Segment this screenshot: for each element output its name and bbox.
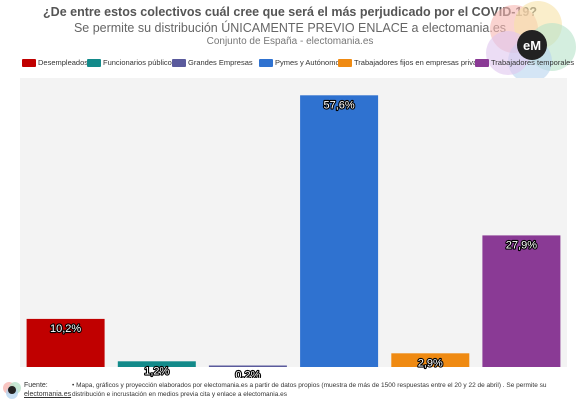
plot-area [20, 78, 567, 367]
data-label: 1,2% [144, 365, 169, 377]
chart-scope: Conjunto de España - electomania.es [206, 36, 374, 47]
legend-label: Pymes y Autónomos [275, 58, 344, 67]
data-label: 10,2% [50, 323, 81, 335]
data-label: 27,9% [506, 239, 537, 251]
source-label: Fuente: [24, 382, 48, 389]
legend-label: Funcionarios públicos [103, 58, 176, 67]
data-label: 57,6% [323, 99, 354, 111]
legend-label: Trabajadores fijos en empresas privadas [354, 58, 490, 67]
legend-swatch [87, 59, 101, 67]
legend-label: Trabajadores temporales [491, 58, 575, 67]
chart-subtitle: Se permite su distribución ÚNICAMENTE PR… [73, 21, 507, 35]
data-label: 0,2% [235, 370, 260, 379]
logo-text: eM [523, 38, 541, 53]
data-label: 2,9% [418, 357, 443, 369]
legend-swatch [22, 59, 36, 67]
footnote: • Mapa, gráficos y proyección elaborados… [72, 382, 547, 398]
legend-label: Grandes Empresas [188, 58, 253, 67]
chart-legend: Desempleados Funcionarios públicos Grandes… [22, 58, 574, 70]
source-link[interactable]: electomania.es [24, 391, 72, 398]
bar [208, 365, 287, 367]
bar [482, 235, 561, 367]
legend-swatch [172, 59, 186, 67]
chart-title: ¿De entre estos colectivos cuál cree que… [43, 5, 537, 19]
legend-label: Desempleados [38, 58, 89, 67]
bar [26, 318, 105, 367]
electomania-logo: eM [486, 1, 576, 83]
logo-center [517, 30, 547, 60]
bar [117, 361, 196, 367]
legend-swatch [259, 59, 273, 67]
legend-swatch [475, 59, 489, 67]
bar [300, 95, 379, 368]
bar-chart: 10,2% 1,2% 0,2% 57,6% 2,9% 27,9% [20, 78, 567, 379]
legend-swatch [338, 59, 352, 67]
footer-logo-icon [3, 382, 21, 399]
bar [391, 353, 470, 367]
